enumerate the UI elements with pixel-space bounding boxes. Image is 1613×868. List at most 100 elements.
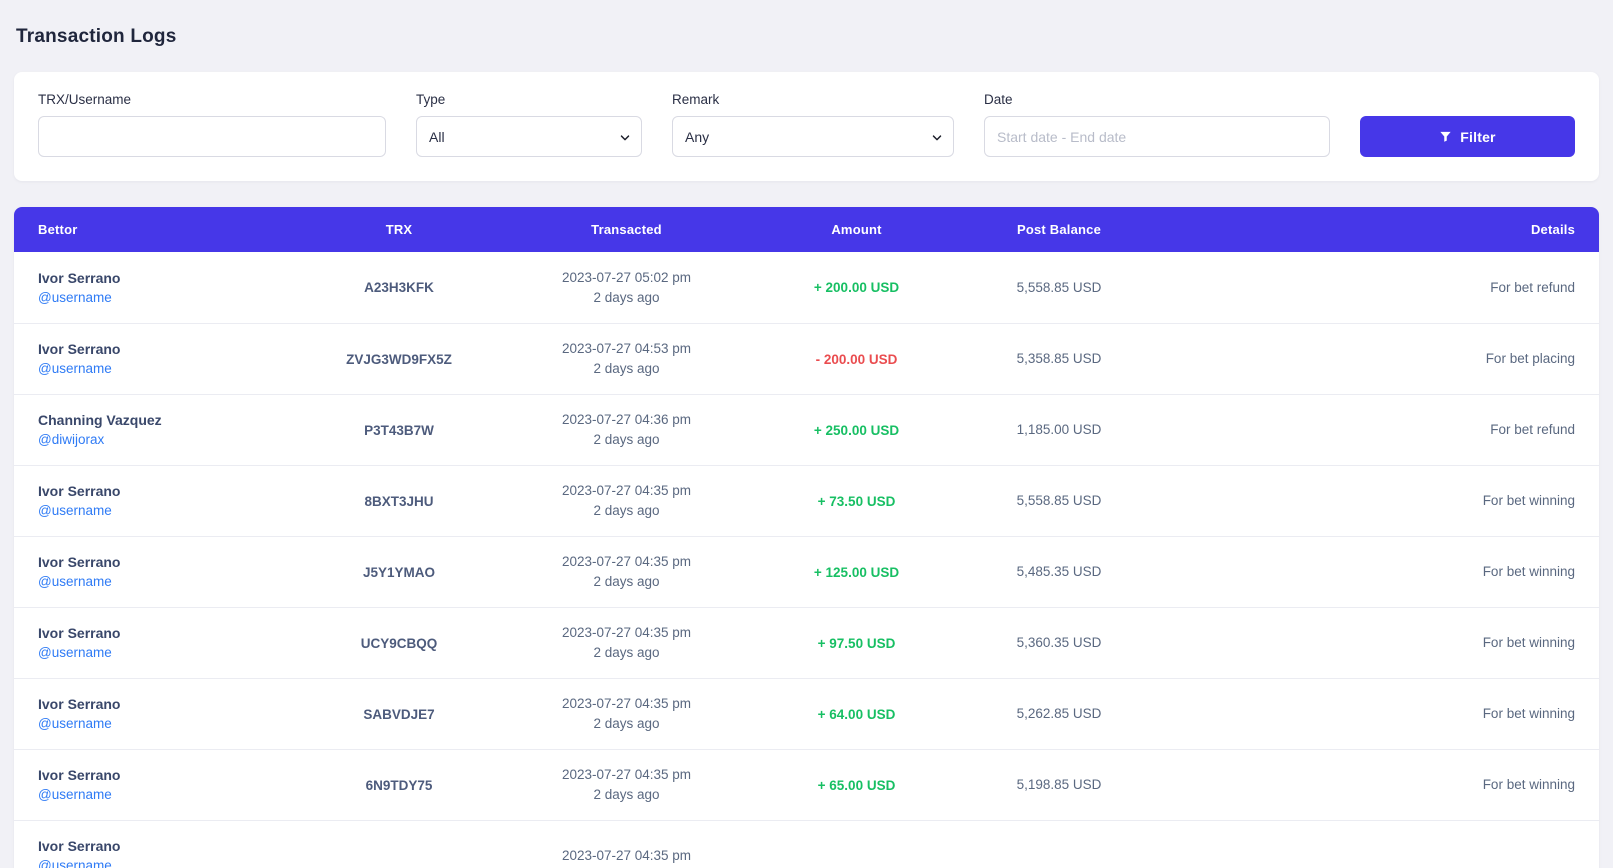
transacted-cell: 2023-07-27 04:35 pm 2 days ago: [489, 623, 764, 663]
transacted-cell: 2023-07-27 05:02 pm 2 days ago: [489, 268, 764, 308]
trx-code: P3T43B7W: [364, 422, 434, 438]
transacted-date: 2023-07-27 04:53 pm: [561, 341, 692, 356]
remark-label: Remark: [672, 92, 720, 107]
bettor-name: Ivor Serrano: [38, 269, 121, 286]
table-row: Ivor Serrano @username UCY9CBQQ 2023-07-…: [14, 607, 1599, 678]
transacted-cell: 2023-07-27 04:35 pm: [489, 846, 764, 866]
trx-code: J5Y1YMAO: [362, 564, 436, 580]
trx-code: 8BXT3JHU: [364, 493, 434, 509]
table-row: Ivor Serrano @username A23H3KFK 2023-07-…: [14, 252, 1599, 323]
amount-value: + 250.00 USD: [813, 422, 900, 438]
trx-code: SABVDJE7: [363, 706, 435, 722]
bettor-cell: Channing Vazquez @diwijorax: [14, 410, 309, 450]
col-header-details: Details: [1530, 222, 1575, 237]
bettor-cell: Ivor Serrano @username: [14, 765, 309, 805]
transacted-ago: 2 days ago: [593, 787, 660, 802]
col-header-bettor: Bettor: [38, 222, 78, 237]
details-text: For bet refund: [1490, 279, 1575, 295]
table-row: Ivor Serrano @username SABVDJE7 2023-07-…: [14, 678, 1599, 749]
trx-code: UCY9CBQQ: [360, 635, 438, 651]
filter-funnel-icon: [1439, 130, 1452, 143]
trx-code: ZVJG3WD9FX5Z: [346, 351, 452, 367]
bettor-username-link[interactable]: @username: [38, 645, 112, 660]
bettor-username-link[interactable]: @username: [38, 289, 112, 305]
date-range-input[interactable]: [984, 116, 1330, 157]
transacted-cell: 2023-07-27 04:35 pm 2 days ago: [489, 481, 764, 521]
trx-username-input[interactable]: [38, 116, 386, 157]
transacted-date: 2023-07-27 04:35 pm: [561, 625, 692, 640]
date-label: Date: [984, 92, 1013, 107]
transacted-date: 2023-07-27 04:35 pm: [561, 696, 692, 711]
trx-code: 6N9TDY75: [365, 777, 433, 793]
bettor-name: Ivor Serrano: [38, 341, 121, 357]
page-title: Transaction Logs: [16, 26, 177, 47]
date-field: Date: [984, 92, 1330, 157]
type-select[interactable]: All: [416, 116, 642, 157]
trx-username-field: TRX/Username: [38, 92, 386, 157]
bettor-name: Ivor Serrano: [38, 554, 121, 570]
table-row: Channing Vazquez @diwijorax P3T43B7W 202…: [14, 394, 1599, 465]
filter-button[interactable]: Filter: [1360, 116, 1575, 157]
bettor-name: Ivor Serrano: [38, 625, 121, 641]
post-balance-value: 5,198.85 USD: [1016, 777, 1102, 792]
details-text: For bet winning: [1482, 635, 1575, 650]
amount-value: + 64.00 USD: [817, 706, 896, 722]
transacted-date: 2023-07-27 04:35 pm: [561, 483, 692, 498]
bettor-username-link[interactable]: @username: [38, 787, 112, 802]
post-balance-value: 5,558.85 USD: [1016, 493, 1102, 508]
transacted-date: 2023-07-27 04:35 pm: [561, 767, 692, 782]
bettor-name: Ivor Serrano: [38, 483, 121, 499]
filter-button-label: Filter: [1460, 128, 1496, 145]
transacted-ago: 2 days ago: [593, 432, 660, 447]
amount-value: + 65.00 USD: [817, 777, 896, 793]
table-header-row: Bettor TRX Transacted Amount Post Balanc…: [14, 207, 1599, 252]
bettor-name: Ivor Serrano: [38, 767, 121, 783]
post-balance-value: 1,185.00 USD: [1016, 422, 1102, 437]
transacted-ago: 2 days ago: [593, 503, 660, 518]
trx-username-label: TRX/Username: [38, 92, 132, 107]
col-header-amount: Amount: [831, 222, 882, 237]
bettor-cell: Ivor Serrano @username: [14, 552, 309, 592]
bettor-username-link[interactable]: @username: [38, 716, 112, 731]
bettor-username-link[interactable]: @diwijorax: [38, 432, 105, 447]
table-row: Ivor Serrano @username 2023-07-27 04:35 …: [14, 820, 1599, 868]
amount-value: + 125.00 USD: [813, 564, 900, 580]
col-header-transacted: Transacted: [591, 222, 662, 237]
col-header-trx: TRX: [385, 222, 413, 237]
amount-value: + 73.50 USD: [817, 493, 896, 509]
details-text: For bet winning: [1482, 564, 1575, 579]
col-header-post-balance: Post Balance: [1016, 222, 1102, 237]
transacted-cell: 2023-07-27 04:35 pm 2 days ago: [489, 552, 764, 592]
type-label: Type: [416, 92, 446, 107]
bettor-username-link[interactable]: @username: [38, 858, 112, 868]
post-balance-value: 5,358.85 USD: [1016, 351, 1102, 366]
remark-field: Remark Any: [672, 92, 954, 157]
transacted-date: 2023-07-27 04:35 pm: [561, 554, 692, 569]
details-text: For bet winning: [1482, 706, 1575, 721]
bettor-username-link[interactable]: @username: [38, 503, 112, 518]
bettor-username-link[interactable]: @username: [38, 574, 112, 589]
bettor-cell: Ivor Serrano @username: [14, 836, 309, 868]
table-body: Ivor Serrano @username A23H3KFK 2023-07-…: [14, 252, 1599, 868]
transacted-ago: 2 days ago: [593, 289, 660, 305]
amount-value: + 200.00 USD: [813, 280, 900, 295]
transacted-date: 2023-07-27 04:35 pm: [561, 848, 692, 863]
transacted-cell: 2023-07-27 04:53 pm 2 days ago: [489, 339, 764, 379]
transacted-date: 2023-07-27 05:02 pm: [561, 269, 692, 285]
transacted-ago: 2 days ago: [593, 361, 660, 376]
post-balance-value: 5,360.35 USD: [1016, 635, 1102, 650]
bettor-cell: Ivor Serrano @username: [14, 623, 309, 663]
transacted-ago: 2 days ago: [593, 645, 660, 660]
transacted-date: 2023-07-27 04:36 pm: [561, 412, 692, 427]
transacted-cell: 2023-07-27 04:35 pm 2 days ago: [489, 765, 764, 805]
amount-value: - 200.00 USD: [815, 351, 898, 367]
bettor-cell: Ivor Serrano @username: [14, 694, 309, 734]
post-balance-value: 5,262.85 USD: [1016, 706, 1102, 721]
filter-bar: TRX/Username Type All Remark Any: [14, 72, 1599, 181]
details-text: For bet winning: [1482, 777, 1575, 792]
table-row: Ivor Serrano @username J5Y1YMAO 2023-07-…: [14, 536, 1599, 607]
bettor-name: Channing Vazquez: [38, 412, 162, 428]
bettor-username-link[interactable]: @username: [38, 361, 112, 376]
remark-select[interactable]: Any: [672, 116, 954, 157]
